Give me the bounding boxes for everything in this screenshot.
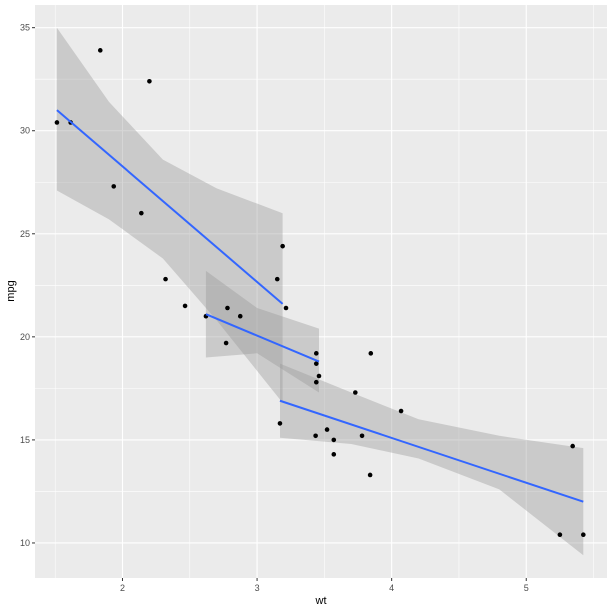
data-point <box>283 305 289 311</box>
data-point <box>581 532 586 538</box>
data-point <box>570 443 575 449</box>
data-point <box>368 351 374 356</box>
data-point <box>182 303 188 309</box>
data-point <box>316 373 322 379</box>
y-tick-label: 25 <box>20 229 30 239</box>
data-point <box>313 361 319 366</box>
confidence-band <box>205 270 319 393</box>
confidence-band <box>280 363 584 556</box>
data-point <box>331 452 337 457</box>
data-point <box>353 390 358 395</box>
fit-line <box>279 399 584 503</box>
y-axis-ticks: 10 15 20 25 30 35 <box>20 23 35 548</box>
x-axis-title: wt <box>315 595 327 607</box>
data-point <box>324 427 330 432</box>
data-point <box>139 210 144 216</box>
data-point <box>557 532 563 538</box>
y-tick-label: 10 <box>20 538 30 548</box>
data-point <box>277 421 283 426</box>
data-point <box>223 340 229 346</box>
x-axis-ticks: 2 3 4 5 <box>120 578 529 593</box>
y-axis-title: mpg <box>5 280 17 301</box>
data-point <box>274 276 280 282</box>
data-point <box>313 351 319 356</box>
minor-gridlines <box>35 5 607 578</box>
x-tick-label: 2 <box>120 583 125 593</box>
fit-line <box>205 313 320 363</box>
fit-line <box>56 109 284 305</box>
data-point <box>331 437 337 443</box>
plot-panel <box>35 5 607 578</box>
data-point <box>359 433 365 439</box>
data-point <box>313 379 319 385</box>
x-tick-label: 3 <box>255 583 260 593</box>
data-point <box>97 48 103 53</box>
major-gridlines <box>35 5 607 578</box>
data-point <box>54 120 60 125</box>
data-point <box>163 276 168 282</box>
x-tick-label: 4 <box>389 583 394 593</box>
data-point <box>313 433 318 439</box>
data-point <box>367 472 373 478</box>
y-tick-label: 15 <box>20 435 30 445</box>
data-point <box>147 78 152 84</box>
data-point <box>280 243 285 249</box>
data-point <box>111 184 117 189</box>
y-tick-label: 20 <box>20 332 30 342</box>
y-tick-label: 35 <box>20 23 30 33</box>
data-point <box>225 305 230 311</box>
data-point <box>398 408 404 414</box>
data-point <box>237 313 243 319</box>
y-tick-label: 30 <box>20 126 30 136</box>
fit-lines <box>56 109 584 503</box>
x-tick-label: 5 <box>524 583 529 593</box>
